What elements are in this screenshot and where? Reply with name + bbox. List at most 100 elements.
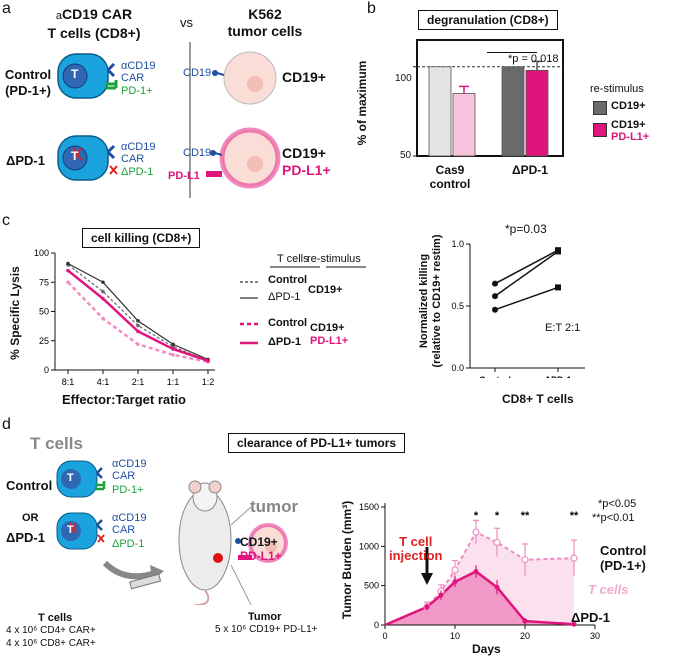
- lysis-point-control-cd19: [136, 323, 140, 328]
- d-car-label-2: αCD19 CAR: [112, 512, 146, 536]
- tumor-xtick-label: 0: [382, 631, 387, 640]
- tumor-point-control: [570, 554, 578, 562]
- injection-line1: T cell: [399, 534, 433, 549]
- injection-label: T cell injection: [389, 535, 442, 563]
- d-t-letter-1: T: [67, 472, 74, 484]
- lysis-point-dpd1-pdl1: [136, 329, 140, 334]
- d-dpd1-label: ΔPD-1: [6, 530, 45, 545]
- lysis-legend-dpd1-1: ΔPD-1: [268, 291, 301, 303]
- norm-pair-line: [494, 250, 559, 297]
- bar-xcat1-line2: control: [429, 177, 471, 191]
- bar-dpd1-cd19: [501, 66, 525, 157]
- d-pd1-pos: PD-1+: [112, 484, 144, 496]
- normalized-killing-chart: 0.0 0.5 1.0 Control ΔPD-1: [451, 239, 585, 378]
- panel-a-title-line1: CD19 CAR: [62, 6, 133, 22]
- lysis-legend-pdl1-line2: PD-L1+: [310, 335, 349, 347]
- norm-ylabel-line1: Normalized killing: [418, 253, 430, 349]
- tumor-star: *: [474, 510, 479, 522]
- row1-label-line2: (PD-1+): [5, 83, 51, 98]
- sig-legend-1: *p<0.05: [598, 498, 637, 510]
- lysis-point-dpd1-cd19: [101, 280, 105, 285]
- tumor-point-control: [521, 556, 529, 564]
- norm-pair-line: [494, 249, 559, 285]
- tumor-ytick-label: 0: [374, 620, 379, 630]
- d-tumor-dose-title: Tumor: [248, 611, 282, 623]
- lysis-point-dpd1-pdl1: [171, 347, 175, 351]
- bar-legend-label-1: CD19+: [611, 100, 646, 112]
- norm-ytick-label: 0.5: [451, 301, 464, 311]
- d-tcells-header: T cells: [30, 434, 83, 453]
- panel-b-letter: b: [367, 0, 376, 17]
- d-tumor-header: tumor: [250, 497, 299, 516]
- panel-a-vs: vs: [180, 15, 193, 30]
- d-car-1-line2: CAR: [112, 470, 136, 482]
- bar-legend-label-2-line1: CD19+: [611, 119, 646, 131]
- lysis-legend-control-1: Control: [268, 274, 308, 286]
- norm-point-control: [492, 280, 498, 287]
- panel-b-ylabel: % of maximum: [355, 60, 369, 146]
- bar-ytick-50: 50: [400, 150, 412, 161]
- lysis-ytick-label: 0: [44, 365, 49, 375]
- panel-c-xlabel: Effector:Target ratio: [62, 392, 186, 407]
- tumor-point-control: [451, 566, 459, 574]
- tumor-ylabel: Tumor Burden (mm³): [340, 500, 354, 620]
- row1-label: Control (PD-1+): [2, 67, 54, 99]
- cell-killing-chart: 0 25 50 75 100 8:1 4:1 2:1 1:1 1:2: [34, 248, 215, 387]
- lysis-legend-cd19: CD19+: [308, 284, 343, 296]
- tumor-star: *: [495, 510, 500, 522]
- panel-a-letter: a: [2, 0, 11, 17]
- car-label-2-line1: αCD19: [121, 141, 156, 153]
- tumor-point-dpd1: [438, 592, 444, 598]
- pdl1-label: PD-L1: [168, 170, 200, 182]
- panel-d-letter: d: [2, 416, 11, 433]
- d-tumor-dose-line: 5 x 10⁶ CD19+ PD-L1+: [215, 624, 318, 635]
- injection-line2: injection: [389, 548, 443, 563]
- bar-legend-title: re-stimulus: [590, 83, 644, 95]
- t-letter-1: T: [71, 67, 79, 81]
- lysis-point-control-pdl1: [136, 342, 140, 347]
- tumor-label-control-line2: (PD-1+): [600, 558, 646, 573]
- d-car-1-line1: αCD19: [112, 458, 147, 470]
- lysis-point-dpd1-cd19: [171, 342, 175, 347]
- tumor2-label: CD19+ PD-L1+: [282, 145, 331, 179]
- norm-point-dpd1: [555, 248, 561, 255]
- tumor-point-control: [472, 528, 480, 536]
- tumor-xtick-label: 10: [450, 631, 460, 640]
- lysis-legend-lines: [240, 266, 366, 345]
- panel-d-title: clearance of PD-L1+ tumors: [228, 433, 406, 453]
- d-pd1-neg: ΔPD-1: [112, 538, 145, 550]
- panel-a-title-line2: T cells (CD8+): [47, 25, 141, 41]
- bar-legend-swatch-2: [593, 123, 607, 137]
- norm-ytick-label: 1.0: [451, 239, 464, 249]
- bar-xcat1-line1: Cas9: [435, 163, 465, 177]
- tumor-point-dpd1: [571, 621, 577, 627]
- t-letter-2: T: [71, 149, 79, 163]
- tumor-point-dpd1: [473, 569, 479, 575]
- norm-point-control: [492, 306, 498, 313]
- d-t-letter-2: T: [67, 524, 74, 536]
- norm-ytick-label: 0.0: [451, 363, 464, 373]
- bar-chart-frame: [416, 39, 564, 157]
- sig-legend-2: **p<0.01: [592, 512, 635, 524]
- bar-xcat2: ΔPD-1: [512, 163, 548, 177]
- lysis-point-control-pdl1: [66, 280, 70, 285]
- tumor-star: **: [570, 510, 579, 522]
- tumor-point-dpd1: [424, 604, 430, 610]
- panel-a-title-prefix: a: [55, 10, 63, 22]
- panel-a-tumor-line1: K562: [248, 6, 282, 22]
- lysis-xtick-label: 1:2: [202, 377, 215, 387]
- car-label-1-line2: CAR: [121, 72, 145, 84]
- tumor-ytick-label: 1000: [359, 541, 379, 551]
- cd19-label-2: CD19: [183, 147, 212, 159]
- norm-xtick-label: ΔPD-1: [545, 375, 572, 378]
- cd19-label-1: CD19: [183, 67, 212, 79]
- norm-point-control: [492, 293, 498, 300]
- lysis-legend-control-2: Control: [268, 317, 308, 329]
- norm-xtick-label: Control: [479, 375, 511, 378]
- lysis-legend-pdl1-line1: CD19+: [310, 322, 345, 334]
- bar-legend-label-2: CD19+ PD-L1+: [611, 119, 649, 143]
- norm-xlabel: CD8+ T cells: [502, 392, 574, 406]
- d-tumor-pdl1: PD-L1+: [240, 549, 282, 563]
- lysis-xtick-label: 2:1: [132, 377, 145, 387]
